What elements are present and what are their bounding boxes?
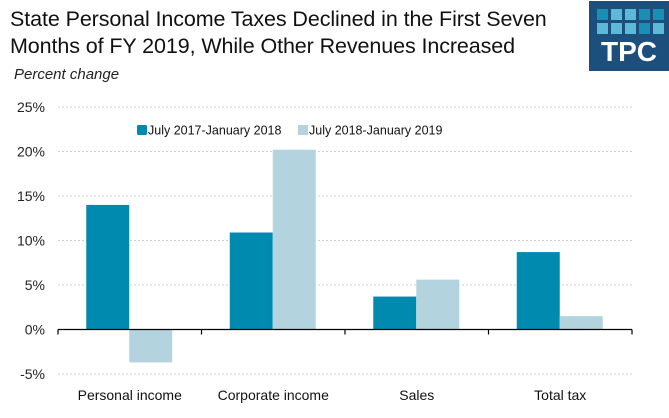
legend-label: July 2017-January 2018 [148,124,281,138]
x-category-label: Personal income [78,387,182,403]
bar-series2 [272,149,316,330]
logo-square [639,9,650,20]
logo-square [625,23,636,34]
bar-series1 [373,296,417,330]
bar-series2 [129,329,173,363]
logo-squares-icon [597,9,664,34]
y-tick-label: 5% [25,277,45,293]
bar-series1 [229,232,273,330]
y-tick-label: 25% [17,99,45,115]
logo-text: TPC [601,36,657,67]
y-tick-label: 20% [17,144,45,160]
bar-series1 [86,204,130,330]
bar-series1 [516,252,560,330]
y-tick-label: 0% [25,322,45,338]
y-tick-label: 10% [17,233,45,249]
logo-square [653,23,664,34]
x-category-label: Sales [399,387,434,403]
legend-label: July 2018-January 2019 [309,124,442,138]
tpc-logo: TPC [589,1,669,71]
legend-swatch [298,125,308,135]
logo-square [597,9,608,20]
logo-square [639,23,650,34]
logo-square [611,23,622,34]
y-tick-label: 15% [17,188,45,204]
logo-square [653,9,664,20]
y-axis-label: Percent change [14,66,120,83]
logo-square [597,23,608,34]
x-category-label: Corporate income [218,387,329,403]
x-category-label: Total tax [534,387,586,403]
bar-series2 [559,316,603,330]
logo-square [625,9,636,20]
chart-title: State Personal Income Taxes Declined in … [10,7,547,58]
legend-swatch [137,125,147,135]
logo-square [611,9,622,20]
bar-series2 [416,279,460,330]
y-tick-label: -5% [20,366,45,382]
